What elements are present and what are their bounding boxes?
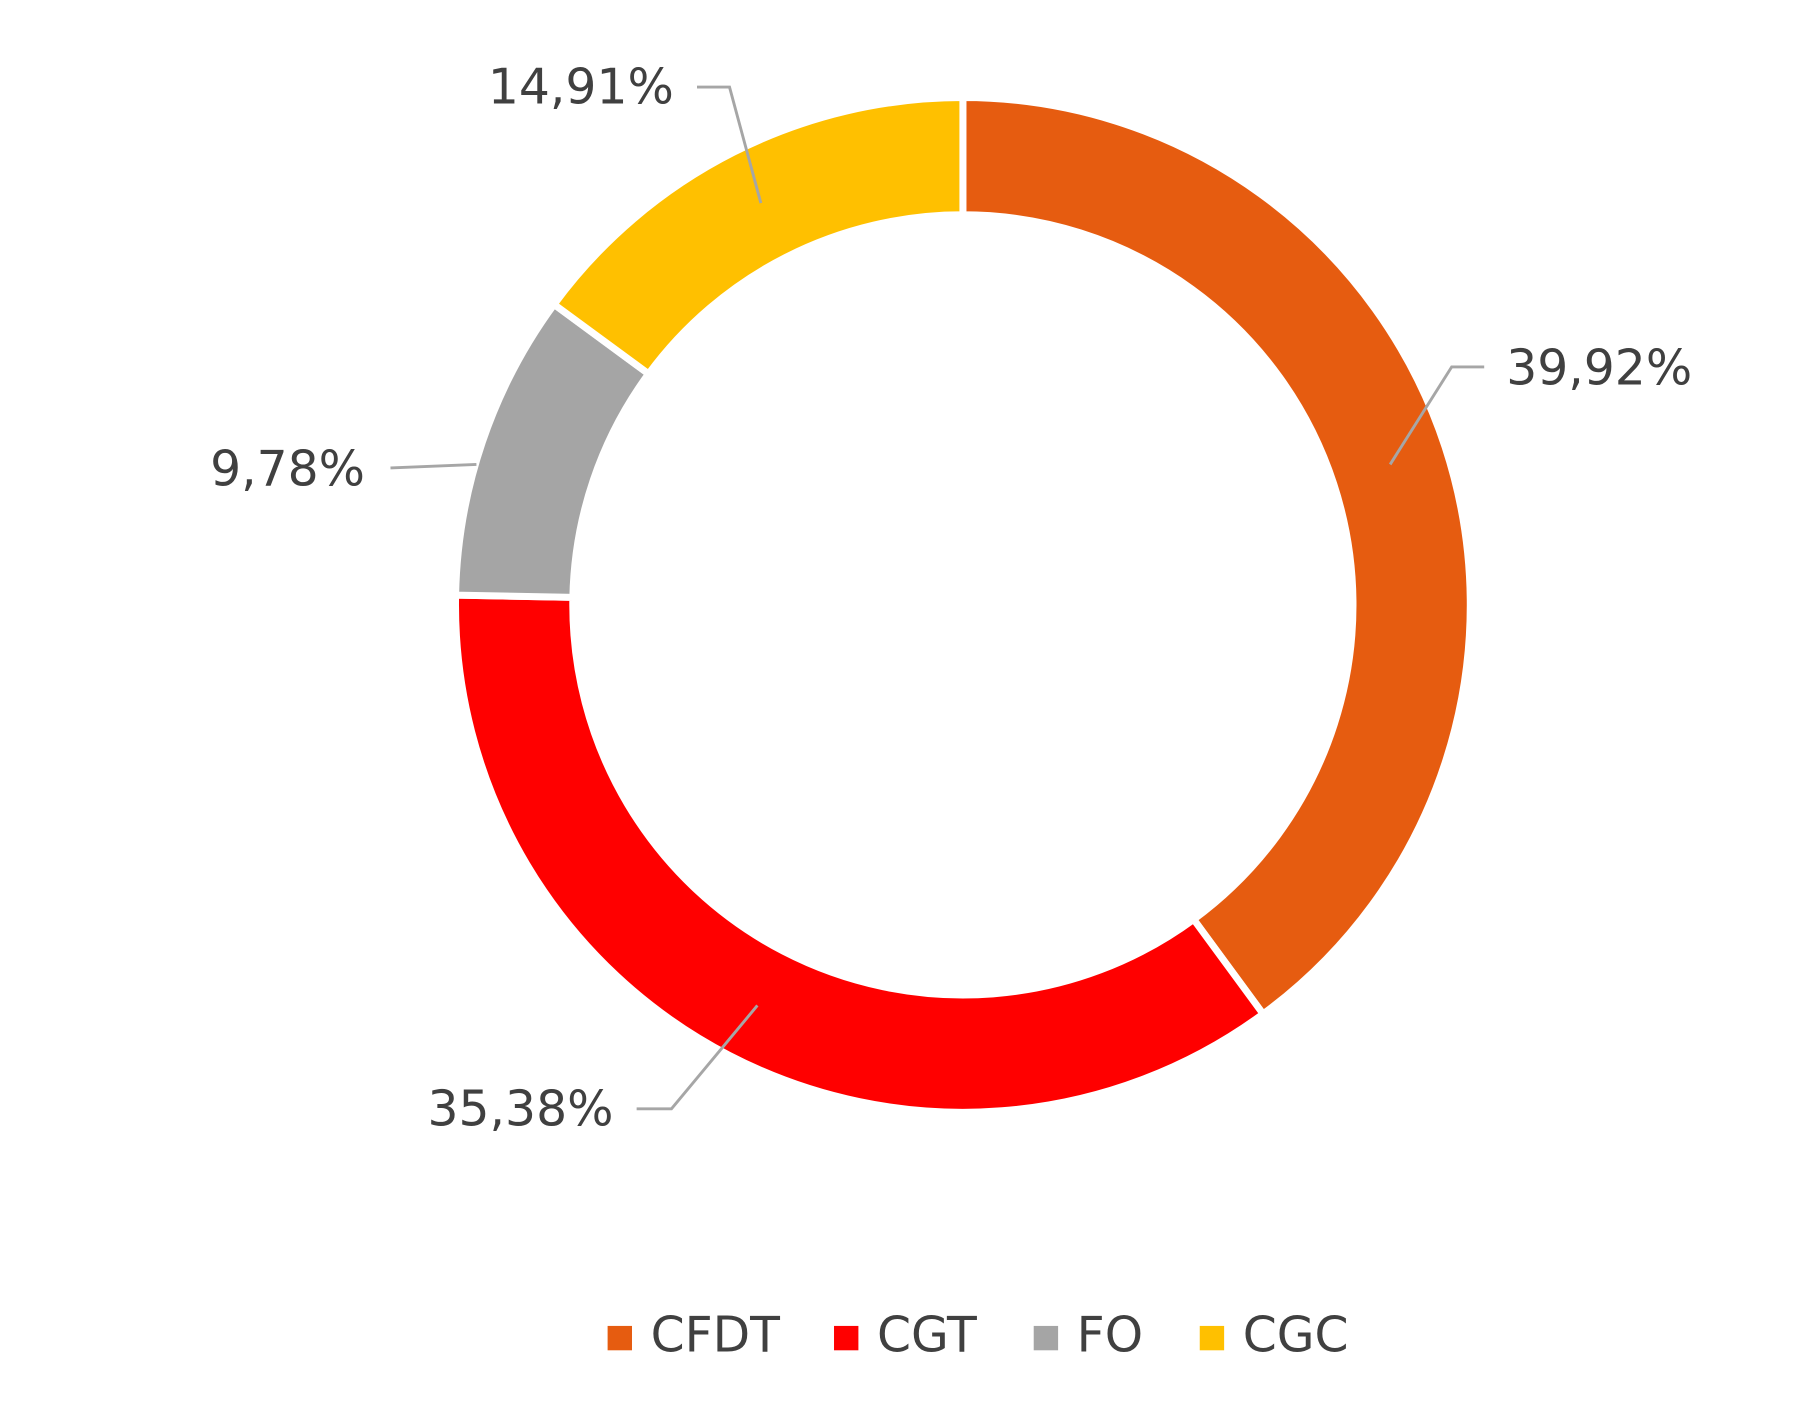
legend-label: FO (1077, 1308, 1143, 1364)
legend-swatch (1199, 1325, 1225, 1351)
data-label: 35,38% (428, 1081, 614, 1137)
legend-label: CFDT (651, 1308, 781, 1364)
donut-slice (959, 94, 1474, 1019)
legend-swatch (607, 1325, 632, 1351)
data-label: 9,78% (210, 442, 365, 498)
legend-swatch (1033, 1325, 1059, 1351)
leader-line (636, 1004, 759, 1111)
legend-swatch (834, 1325, 859, 1351)
data-label: 14,91% (488, 60, 674, 116)
donut-slice (452, 591, 1268, 1116)
leader-line (697, 85, 763, 204)
legend-label: CGT (877, 1308, 977, 1364)
legend-label: CGC (1243, 1308, 1349, 1364)
leader-line (390, 462, 477, 470)
leader-line (1388, 365, 1485, 466)
data-label: 39,92% (1506, 341, 1692, 397)
donut-slice (549, 94, 967, 379)
